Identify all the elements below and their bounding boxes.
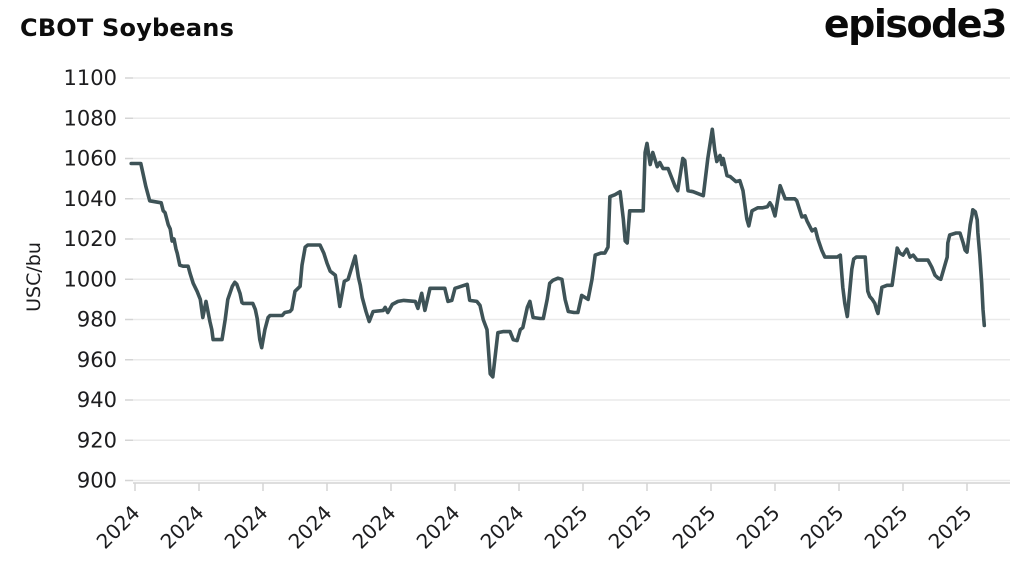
- y-tick-label: 1020: [64, 227, 117, 251]
- y-tick-label: 960: [77, 348, 117, 372]
- x-tick-label: 2025: [604, 501, 657, 554]
- x-tick-label: 2024: [476, 501, 529, 554]
- x-tick-label: 2025: [540, 501, 593, 554]
- x-tick-label: 2025: [796, 501, 849, 554]
- y-tick-label: 1040: [64, 187, 117, 211]
- x-tick-label: 2025: [924, 501, 977, 554]
- x-tick-label: 2024: [156, 501, 209, 554]
- x-tick-label: 2024: [348, 501, 401, 554]
- y-tick-label: 1000: [64, 267, 117, 291]
- y-tick-label: 1080: [64, 106, 117, 130]
- price-line-series: [129, 127, 987, 379]
- x-tick-label: 2025: [732, 501, 785, 554]
- y-axis-label: USC/bu: [23, 242, 45, 312]
- y-tick-label: 980: [77, 308, 117, 332]
- y-tick-label: 1060: [64, 147, 117, 171]
- y-tick-label: 1100: [64, 66, 117, 90]
- episode3-logo: episode3: [823, 2, 1008, 46]
- x-tick-label: 2025: [860, 501, 913, 554]
- x-tick-label: 2024: [412, 501, 465, 554]
- x-tick-label: 2025: [668, 501, 721, 554]
- x-axis: 2024 2024 2024 2024 2024 2024 2024 2025 2025 2025…: [92, 482, 1010, 554]
- y-axis: 1100 1080 1060 1040 1020 1000 980 960 940 920 900: [64, 66, 133, 493]
- gridlines: [133, 77, 1010, 482]
- y-tick-label: 920: [77, 428, 117, 452]
- chart-title: CBOT Soybeans: [20, 14, 235, 42]
- x-tick-label: 2024: [220, 501, 273, 554]
- y-tick-label: 900: [77, 469, 117, 493]
- x-tick-label: 2024: [92, 501, 145, 554]
- y-tick-label: 940: [77, 388, 117, 412]
- x-tick-label: 2024: [284, 501, 337, 554]
